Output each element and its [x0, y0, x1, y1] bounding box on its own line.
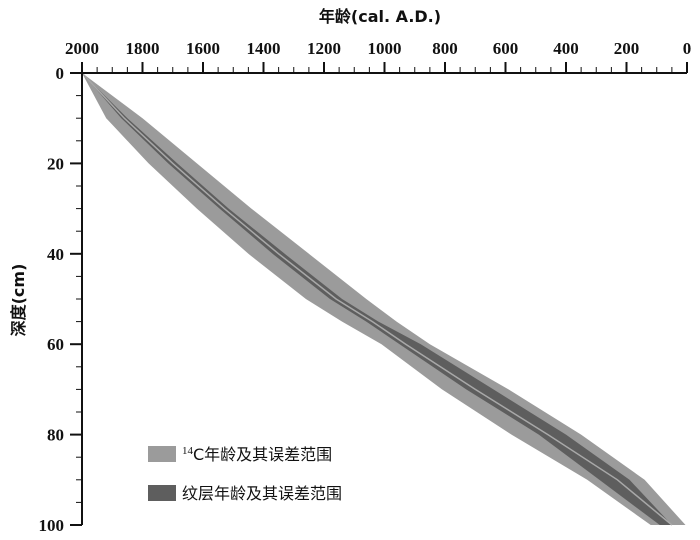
y-axis-title: 深度(cm) — [9, 264, 28, 337]
y-tick-label: 0 — [56, 64, 65, 83]
y-tick-label: 80 — [47, 426, 64, 445]
legend-text-14c: C年龄及其误差范围 — [193, 445, 332, 464]
band-14c — [82, 73, 686, 525]
x-tick-label: 1200 — [307, 39, 341, 58]
y-tick-label: 20 — [47, 154, 64, 173]
x-tick-label: 0 — [683, 39, 692, 58]
legend-label-14c: 14C年龄及其误差范围 — [182, 445, 332, 464]
y-axis-ticks: 0 20 40 60 80 100 — [39, 64, 82, 535]
band-centerline-14c — [81, 72, 673, 526]
x-tick-label: 800 — [432, 39, 458, 58]
legend-swatch-14c — [148, 446, 176, 462]
band-varve — [82, 73, 672, 525]
legend: 14C年龄及其误差范围 纹层年龄及其误差范围 — [148, 445, 342, 503]
x-axis-title: 年龄(cal. A.D.) — [319, 7, 441, 26]
x-tick-label: 600 — [493, 39, 519, 58]
y-tick-label: 100 — [39, 516, 65, 535]
y-tick-label: 40 — [47, 245, 64, 264]
x-tick-label: 400 — [553, 39, 579, 58]
x-tick-label: 1800 — [126, 39, 160, 58]
x-tick-label: 2000 — [65, 39, 99, 58]
plot-area — [81, 72, 686, 526]
legend-label-varve: 纹层年龄及其误差范围 — [182, 484, 342, 503]
legend-swatch-varve — [148, 485, 176, 501]
x-axis-ticks: 2000 1800 1600 1400 1200 1000 800 600 400 200 0 — [65, 39, 691, 73]
y-tick-label: 60 — [47, 335, 64, 354]
legend-sup-14c: 14 — [182, 445, 194, 457]
x-tick-label: 1000 — [368, 39, 402, 58]
axes: 2000 1800 1600 1400 1200 1000 800 600 400 200 0 02… — [39, 39, 692, 535]
x-tick-label: 200 — [614, 39, 640, 58]
x-tick-label: 1400 — [247, 39, 281, 58]
x-tick-label: 1600 — [186, 39, 220, 58]
